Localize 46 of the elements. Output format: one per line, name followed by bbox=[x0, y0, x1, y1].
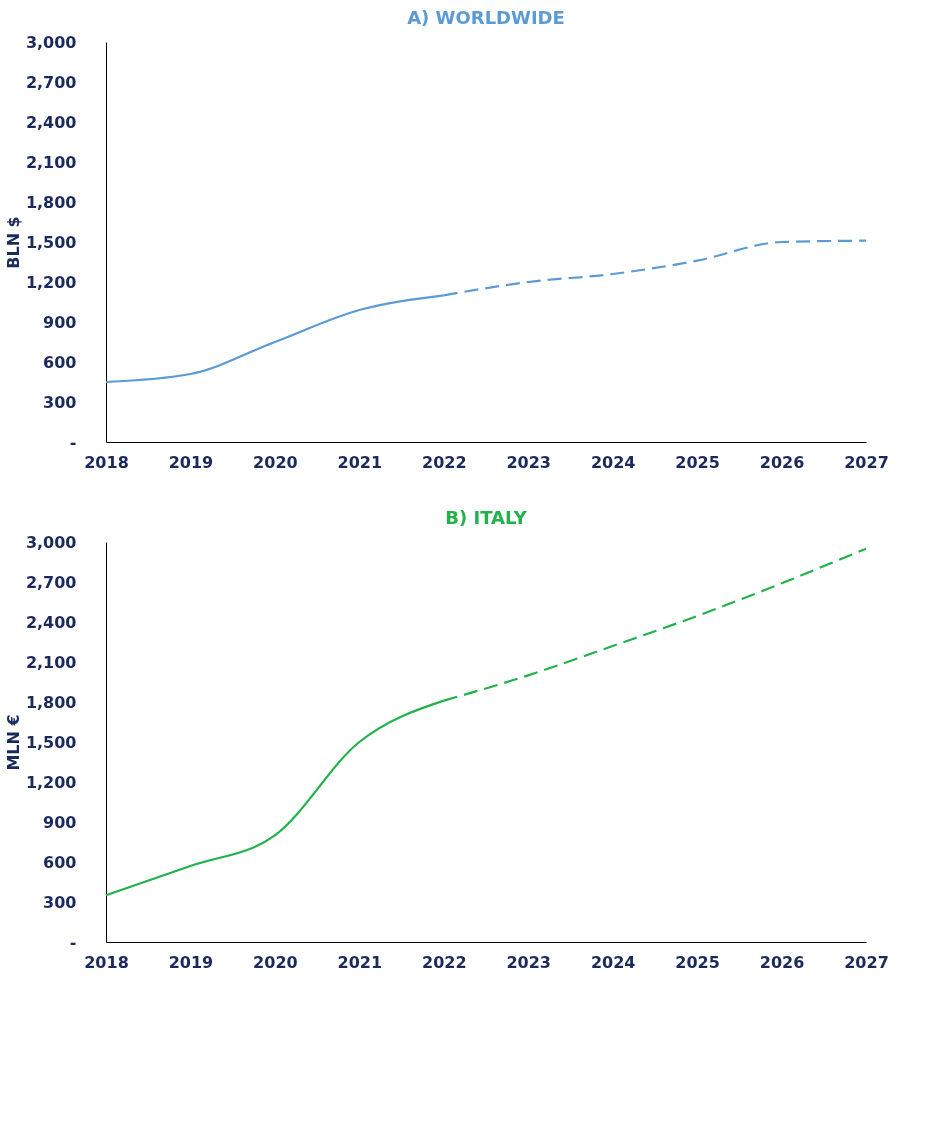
x-tick-label: 2026 bbox=[759, 452, 805, 472]
y-tick-label: - bbox=[69, 932, 77, 952]
y-axis-title: MLN € bbox=[3, 714, 23, 771]
y-tick-label: 600 bbox=[43, 352, 77, 372]
x-tick-label: 2021 bbox=[337, 952, 383, 972]
x-tick-label: 2026 bbox=[759, 952, 805, 972]
y-axis-title: BLN $ bbox=[3, 216, 23, 269]
x-tick-label: 2024 bbox=[590, 452, 636, 472]
x-tick-label: 2024 bbox=[590, 952, 636, 972]
y-tick-label: 2,400 bbox=[25, 112, 77, 132]
y-tick-label: 900 bbox=[43, 312, 77, 332]
y-tick-label: 1,800 bbox=[25, 192, 77, 212]
y-tick-label: 600 bbox=[43, 852, 77, 872]
y-tick-label: 2,100 bbox=[25, 152, 77, 172]
y-tick-label: - bbox=[69, 432, 77, 452]
y-tick-label: 300 bbox=[43, 392, 77, 412]
x-tick-label: 2021 bbox=[337, 452, 383, 472]
y-tick-label: 1,500 bbox=[25, 232, 77, 252]
x-tick-label: 2023 bbox=[506, 952, 551, 972]
x-tick-label: 2022 bbox=[422, 952, 467, 972]
chart-title: A) WORLDWIDE bbox=[407, 7, 565, 28]
x-tick-label: 2022 bbox=[422, 452, 467, 472]
x-tick-label: 2019 bbox=[168, 952, 214, 972]
y-tick-label: 2,700 bbox=[25, 572, 77, 592]
y-tick-label: 3,000 bbox=[25, 32, 77, 52]
y-tick-label: 900 bbox=[43, 812, 77, 832]
x-tick-label: 2020 bbox=[253, 952, 298, 972]
x-tick-label: 2018 bbox=[84, 452, 129, 472]
x-tick-label: 2025 bbox=[675, 952, 720, 972]
x-tick-label: 2027 bbox=[844, 452, 889, 472]
y-tick-label: 3,000 bbox=[25, 532, 77, 552]
y-tick-label: 2,700 bbox=[25, 72, 77, 92]
chart-title: B) ITALY bbox=[445, 507, 528, 528]
x-tick-label: 2020 bbox=[253, 452, 298, 472]
y-tick-label: 2,400 bbox=[25, 612, 77, 632]
x-tick-label: 2027 bbox=[844, 952, 889, 972]
y-tick-label: 1,200 bbox=[25, 272, 77, 292]
y-tick-label: 1,200 bbox=[25, 772, 77, 792]
y-tick-label: 2,100 bbox=[25, 652, 77, 672]
x-tick-label: 2018 bbox=[84, 952, 129, 972]
y-tick-label: 300 bbox=[43, 892, 77, 912]
x-tick-label: 2019 bbox=[168, 452, 214, 472]
x-tick-label: 2023 bbox=[506, 452, 551, 472]
y-tick-label: 1,800 bbox=[25, 692, 77, 712]
y-tick-label: 1,500 bbox=[25, 732, 77, 752]
x-tick-label: 2025 bbox=[675, 452, 720, 472]
